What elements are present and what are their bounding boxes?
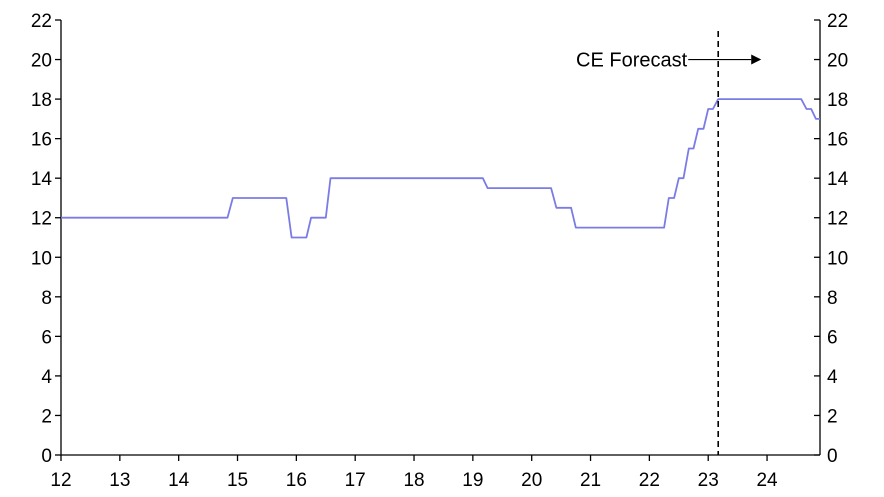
y-tick-label-left: 18 [31, 90, 52, 111]
x-tick-label: 17 [345, 470, 366, 491]
x-tick-label: 16 [286, 470, 307, 491]
x-tick-label: 15 [227, 470, 248, 491]
series-layer [61, 98, 820, 239]
y-tick-label-right: 6 [827, 327, 838, 348]
y-tick-label-left: 10 [31, 248, 52, 269]
x-tick-label: 24 [756, 470, 778, 491]
x-tick-label: 18 [403, 470, 424, 491]
forecast-arrowhead [751, 54, 762, 65]
y-tick-label-right: 4 [827, 367, 838, 388]
y-tick-label-right: 12 [827, 209, 848, 230]
y-tick-label-left: 4 [41, 367, 52, 388]
x-tick-label: 22 [639, 470, 660, 491]
y-tick-label-left: 0 [41, 446, 52, 467]
y-tick-label-left: 20 [31, 51, 52, 72]
y-tick-label-left: 22 [31, 11, 52, 32]
y-tick-label-right: 10 [827, 248, 848, 269]
y-tick-label-right: 14 [827, 169, 849, 190]
x-tick-label: 21 [580, 470, 601, 491]
x-tick-label: 19 [462, 470, 483, 491]
y-tick-label-left: 6 [41, 327, 52, 348]
y-tick-label-right: 2 [827, 406, 838, 427]
y-tick-label-right: 18 [827, 90, 848, 111]
y-tick-label-left: 12 [31, 209, 52, 230]
x-tick-label: 23 [698, 470, 719, 491]
forecast-annotation: CE Forecast [576, 31, 762, 455]
y-tick-label-right: 22 [827, 11, 848, 32]
y-tick-label-right: 20 [827, 51, 848, 72]
x-tick-label: 12 [50, 470, 71, 491]
y-tick-label-right: 16 [827, 130, 848, 151]
forecast-label: CE Forecast [576, 50, 688, 72]
y-tick-label-left: 14 [31, 169, 53, 190]
x-tick-label: 13 [109, 470, 130, 491]
y-tick-label-left: 2 [41, 406, 52, 427]
y-tick-label-left: 16 [31, 130, 52, 151]
y-tick-label-left: 8 [41, 288, 52, 309]
series-line [61, 98, 820, 239]
y-tick-label-right: 0 [827, 446, 838, 467]
y-tick-label-right: 8 [827, 288, 838, 309]
x-tick-label: 20 [521, 470, 542, 491]
x-tick-label: 14 [168, 470, 190, 491]
axes [60, 20, 821, 456]
